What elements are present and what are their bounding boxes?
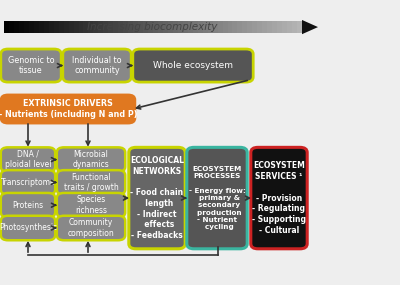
Bar [153,21,159,33]
Text: Individual to
community: Individual to community [72,56,122,76]
Text: EXTRINSIC DRIVERS
- Nutrients (including N and P): EXTRINSIC DRIVERS - Nutrients (including… [0,99,137,119]
Bar [19,21,25,33]
Bar [173,21,179,33]
Text: Species
richness: Species richness [75,195,107,215]
FancyBboxPatch shape [251,147,307,249]
Bar [163,21,169,33]
Bar [213,21,218,33]
Bar [138,21,144,33]
Bar [252,21,258,33]
Bar [14,21,20,33]
FancyBboxPatch shape [57,216,125,240]
FancyBboxPatch shape [63,49,131,82]
Bar [183,21,188,33]
Bar [29,21,34,33]
Bar [78,21,84,33]
Bar [118,21,124,33]
Bar [218,21,223,33]
Text: ECOLOGICAL
NETWORKS

- Food chain
  length
- Indirect
  effects
- Feedbacks: ECOLOGICAL NETWORKS - Food chain length … [130,156,184,240]
FancyBboxPatch shape [1,216,55,240]
Bar [98,21,104,33]
Bar [208,21,214,33]
Text: Photosynthesis: Photosynthesis [0,223,57,233]
Text: ECOSYSTEM
PROCESSES

- Energy flow:
  primary &
  secondary
  production
- Nutri: ECOSYSTEM PROCESSES - Energy flow: prima… [188,166,246,230]
FancyBboxPatch shape [57,170,125,195]
Bar [257,21,263,33]
Bar [282,21,288,33]
Bar [193,21,198,33]
Bar [262,21,268,33]
FancyBboxPatch shape [129,147,185,249]
Bar [198,21,204,33]
Text: DNA /
ploidal level: DNA / ploidal level [5,150,51,170]
FancyBboxPatch shape [1,170,55,195]
Bar [34,21,40,33]
Bar [128,21,134,33]
Bar [158,21,164,33]
Bar [133,21,139,33]
Bar [44,21,50,33]
Text: Transcriptome: Transcriptome [1,178,55,187]
Bar [222,21,228,33]
Bar [54,21,60,33]
FancyBboxPatch shape [133,49,253,82]
Bar [297,21,303,33]
Bar [148,21,154,33]
Bar [24,21,30,33]
Bar [188,21,194,33]
Bar [68,21,74,33]
Bar [287,21,293,33]
Bar [143,21,149,33]
Bar [238,21,243,33]
Bar [59,21,64,33]
Bar [277,21,283,33]
Text: ECOSYSTEM
SERVICES ¹

- Provision
- Regulating
- Supporting
- Cultural: ECOSYSTEM SERVICES ¹ - Provision - Regul… [252,161,306,235]
Text: Whole ecosystem: Whole ecosystem [153,61,233,70]
Bar [228,21,233,33]
Bar [4,21,10,33]
Bar [113,21,119,33]
Bar [74,21,79,33]
Bar [168,21,174,33]
Text: Microbial
dynamics: Microbial dynamics [73,150,109,170]
Bar [203,21,208,33]
FancyBboxPatch shape [1,49,61,82]
Bar [272,21,278,33]
Bar [103,21,109,33]
Bar [247,21,253,33]
Bar [84,21,89,33]
Text: Community
composition: Community composition [68,218,114,238]
Bar [49,21,54,33]
Bar [123,21,129,33]
Bar [94,21,99,33]
FancyBboxPatch shape [1,193,55,217]
Text: Functional
traits / growth: Functional traits / growth [64,172,118,192]
FancyBboxPatch shape [57,193,125,217]
FancyBboxPatch shape [187,147,247,249]
Bar [9,21,15,33]
Bar [108,21,114,33]
Bar [88,21,94,33]
FancyBboxPatch shape [1,147,55,172]
FancyBboxPatch shape [1,95,135,123]
Polygon shape [302,20,318,34]
Bar [232,21,238,33]
Bar [64,21,69,33]
Bar [39,21,44,33]
Bar [267,21,273,33]
Text: Increasing biocomplexity: Increasing biocomplexity [87,22,217,32]
FancyBboxPatch shape [57,147,125,172]
Text: Proteins: Proteins [12,201,44,210]
Text: Genomic to
tissue: Genomic to tissue [8,56,54,76]
Bar [242,21,248,33]
Bar [178,21,184,33]
Bar [292,21,298,33]
